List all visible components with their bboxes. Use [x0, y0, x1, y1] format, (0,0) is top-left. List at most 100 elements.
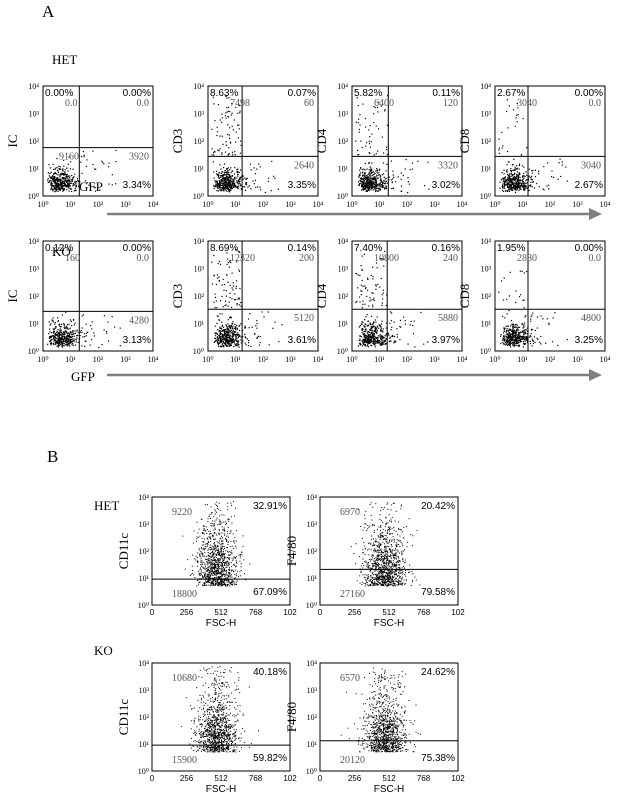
quadrant-ur-count: 0.0	[589, 98, 602, 109]
event-dot	[361, 184, 363, 187]
event-dot	[212, 577, 214, 579]
event-dot	[511, 183, 513, 185]
event-dot	[512, 177, 514, 179]
event-dot	[506, 150, 509, 153]
event-dot	[393, 566, 395, 568]
plot-frame	[207, 85, 319, 197]
event-dot	[508, 334, 511, 336]
event-dot	[224, 548, 226, 550]
event-dot	[82, 336, 84, 338]
event-dot	[63, 178, 65, 180]
event-dot	[59, 189, 61, 191]
quadrant-lr-count: 5880	[438, 313, 458, 324]
event-dot	[84, 345, 86, 348]
event-dot	[218, 508, 220, 510]
quadrant-lr-percent: 3.25%	[575, 335, 603, 346]
event-dot	[213, 577, 215, 579]
event-dot	[513, 177, 515, 179]
event-dot	[64, 183, 66, 186]
event-dot	[366, 175, 368, 177]
event-dot	[376, 340, 378, 342]
event-dot	[47, 178, 49, 180]
y-tick-label: 10⁴	[138, 493, 149, 502]
event-dot	[226, 345, 229, 347]
event-dot	[395, 573, 397, 575]
event-dot	[503, 330, 505, 333]
event-dot	[54, 171, 56, 174]
event-dot	[59, 334, 61, 336]
event-dot	[239, 183, 241, 185]
event-dot	[376, 325, 378, 327]
event-dot	[367, 345, 369, 347]
event-dot	[517, 345, 519, 347]
event-dot	[66, 185, 68, 187]
gate-upper-percent: 32.91%	[253, 501, 287, 512]
event-dot	[519, 333, 521, 335]
event-dot	[74, 338, 76, 340]
event-dot	[381, 336, 383, 339]
event-dot	[233, 577, 235, 579]
event-dot	[219, 342, 221, 344]
event-dot	[54, 185, 57, 187]
event-dot	[267, 311, 269, 313]
event-dot	[238, 297, 240, 299]
event-dot	[222, 540, 224, 542]
event-dot	[229, 317, 231, 319]
event-dot	[49, 167, 51, 169]
event-dot	[217, 573, 219, 575]
event-dot	[363, 564, 365, 566]
event-dot	[508, 185, 510, 188]
event-dot	[230, 306, 233, 309]
event-dot	[385, 327, 387, 329]
event-dot	[391, 187, 393, 190]
event-dot	[382, 258, 385, 260]
event-dot	[237, 168, 239, 170]
event-dot	[362, 181, 365, 184]
event-dot	[374, 329, 377, 331]
event-dot	[225, 112, 227, 114]
event-dot	[529, 342, 532, 345]
event-dot	[218, 529, 220, 531]
event-dot	[373, 335, 376, 337]
event-dot	[198, 553, 200, 555]
event-dot	[237, 137, 240, 139]
event-dot	[401, 583, 403, 585]
event-dot	[207, 573, 209, 575]
event-dot	[222, 566, 224, 568]
event-dot	[502, 180, 504, 182]
event-dot	[231, 550, 233, 552]
event-dot	[363, 334, 365, 336]
event-dot	[107, 321, 109, 323]
event-dot	[536, 337, 538, 339]
event-dot	[212, 96, 214, 98]
event-dot	[210, 570, 212, 572]
event-dot	[228, 116, 230, 118]
event-dot	[222, 186, 225, 188]
event-dot	[197, 561, 199, 563]
event-dot	[94, 187, 96, 189]
event-dot	[531, 179, 534, 181]
event-dot	[228, 580, 230, 582]
quadrant-lr-count: 4280	[129, 315, 149, 326]
event-dot	[514, 334, 517, 337]
event-dot	[213, 525, 215, 527]
event-dot	[527, 179, 530, 181]
event-dot	[234, 323, 236, 325]
event-dot	[532, 340, 534, 342]
event-dot	[515, 185, 517, 187]
event-dot	[233, 339, 235, 341]
event-dot	[235, 540, 237, 542]
event-dot	[226, 572, 228, 574]
event-dot	[54, 333, 56, 335]
event-dot	[214, 576, 216, 578]
event-dot	[365, 340, 367, 343]
event-dot	[219, 553, 221, 555]
event-dot	[513, 345, 516, 347]
event-dot	[512, 344, 514, 346]
event-dot	[195, 555, 197, 557]
event-dot	[504, 327, 506, 329]
event-dot	[240, 342, 242, 344]
event-dot	[380, 180, 383, 182]
event-dot	[508, 105, 510, 107]
event-dot	[217, 262, 219, 265]
